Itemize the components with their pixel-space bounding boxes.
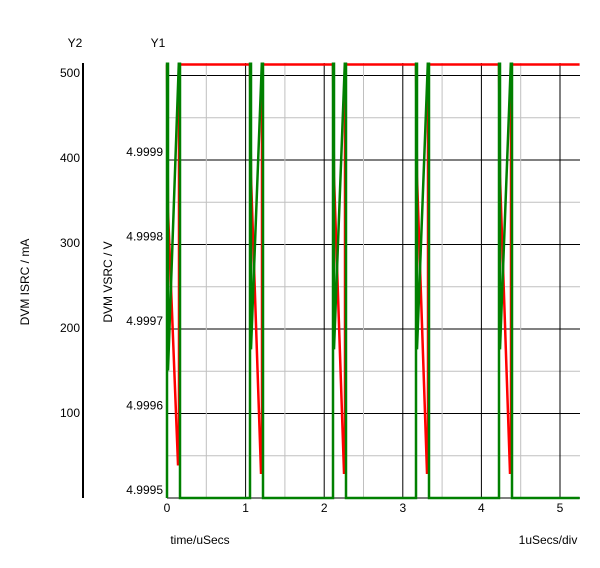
x-scale-note: 1uSecs/div <box>519 533 578 547</box>
y1-tick-label: 4.9999 <box>126 145 163 159</box>
grid <box>166 63 580 499</box>
x-tick-label: 4 <box>478 501 485 515</box>
x-tick-label: 5 <box>557 501 564 515</box>
y1-tick-label: 4.9997 <box>126 314 163 328</box>
y1-tick-label: 4.9996 <box>126 399 163 413</box>
series-isrc-line <box>165 62 580 500</box>
y2-tick-label: 500 <box>60 66 80 80</box>
y2-tick-label: 300 <box>60 236 80 250</box>
x-tick-label: 2 <box>321 501 328 515</box>
y1-tick-label: 4.9998 <box>126 230 163 244</box>
x-tick-label: 1 <box>242 501 249 515</box>
y1-label: Y1 <box>151 36 166 50</box>
y2-axis-title: DVM ISRC / mA <box>18 239 32 326</box>
x-axis-title: time/uSecs <box>170 533 229 547</box>
y1-tick-label: 4.9995 <box>126 483 163 497</box>
y2-tick-label: 400 <box>60 151 80 165</box>
series-vsrc-line <box>165 63 580 474</box>
y1-axis-title: DVM VSRC / V <box>101 241 115 322</box>
x-tick-label: 0 <box>164 501 171 515</box>
y2-label: Y2 <box>68 36 83 50</box>
y2-tick-label: 200 <box>60 321 80 335</box>
x-tick-label: 3 <box>399 501 406 515</box>
y2-tick-label: 100 <box>60 406 80 420</box>
